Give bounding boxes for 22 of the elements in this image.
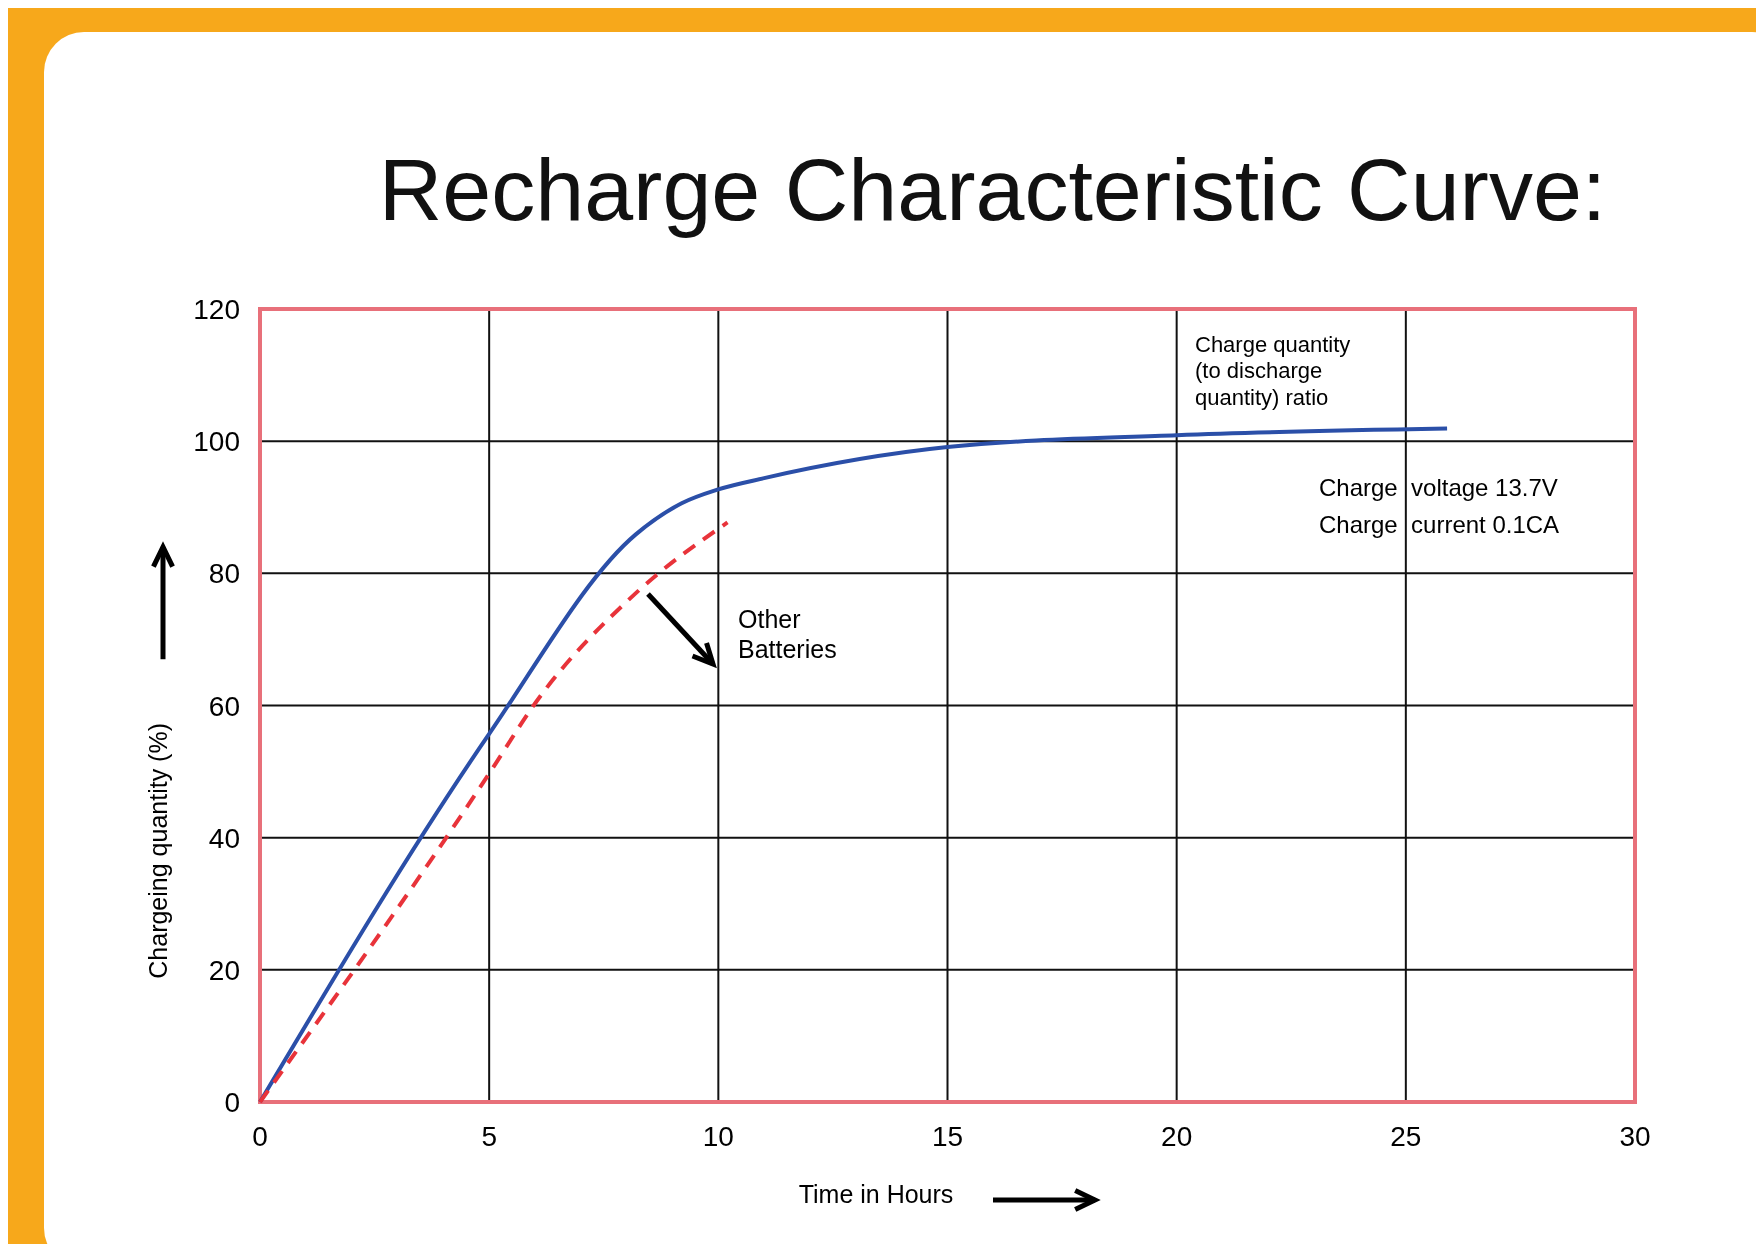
x-axis-title: Time in Hours [798, 1180, 954, 1208]
annotation: Charge current 0.1CA [1319, 511, 1560, 538]
x-tick-label: 0 [252, 1121, 268, 1152]
y-tick-label: 120 [193, 294, 240, 325]
x-tick-label: 15 [931, 1121, 964, 1152]
x-tick-label: 25 [1390, 1121, 1422, 1152]
annotation: Charge quantity (to discharge quantity) ratio [1195, 332, 1351, 410]
x-tick-label: 5 [481, 1121, 497, 1152]
y-tick-label: 60 [208, 690, 240, 722]
y-tick-label: 80 [208, 558, 240, 590]
y-tick-label: 0 [224, 1087, 240, 1118]
annotation: Charge voltage 13.7V [1319, 474, 1558, 501]
line-series [258, 520, 730, 1104]
x-tick-label: 10 [702, 1121, 734, 1152]
y-axis-title: Chargeing quantity (%) [144, 723, 172, 979]
chart-title: Recharge Characteristic Curve: [378, 140, 1607, 239]
x-tick-label: 20 [1161, 1121, 1193, 1152]
x-tick-label: 30 [1619, 1121, 1651, 1152]
y-tick-label: 40 [208, 822, 240, 854]
y-tick-label: 100 [193, 426, 240, 458]
annotation: Other Batteries [738, 605, 837, 663]
y-tick-label: 20 [208, 954, 240, 986]
